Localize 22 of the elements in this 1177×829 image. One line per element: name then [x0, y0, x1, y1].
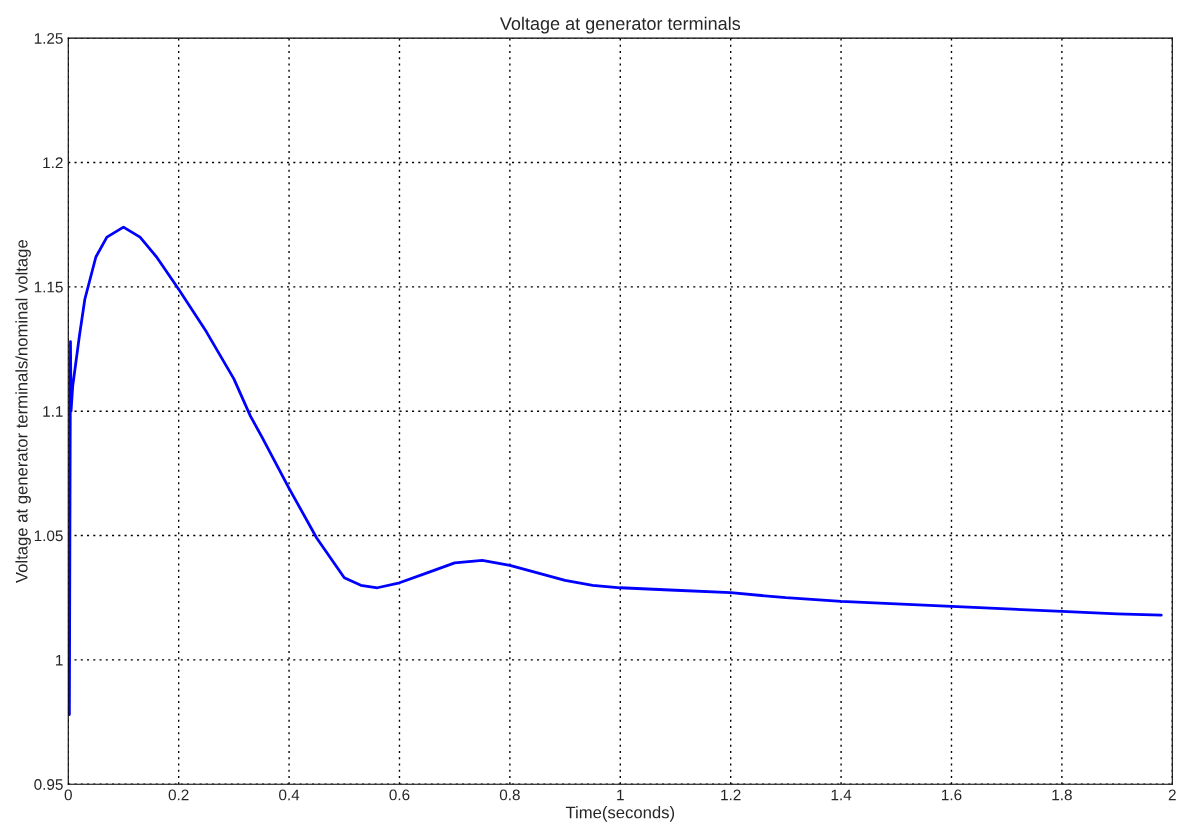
y-tick-label: 1.15 — [34, 281, 63, 293]
y-tick-label: 0.95 — [34, 779, 63, 790]
chart-title: Voltage at generator terminals — [499, 16, 741, 34]
x-tick-label: 1.2 — [721, 789, 741, 801]
y-tick-label: 1.25 — [34, 33, 63, 44]
x-tick-label: 1.8 — [1052, 789, 1072, 801]
x-axis-title: Time(seconds) — [565, 806, 675, 822]
y-axis-title: Voltage at generator terminals/nominal voltage — [15, 240, 31, 583]
x-tick-label: 0 — [64, 789, 72, 801]
x-tick-label: 1.4 — [831, 789, 852, 801]
x-tick-label: 0.6 — [389, 789, 410, 801]
x-tick-label: 0.2 — [168, 789, 189, 801]
x-tick-label: 1 — [617, 789, 624, 801]
y-tick-label: 1.05 — [34, 530, 63, 542]
x-tick-label: 0.8 — [499, 789, 520, 801]
x-tick-label: 2 — [1168, 789, 1176, 801]
line-series — [68, 225, 1163, 716]
y-tick-label: 1 — [56, 654, 63, 666]
x-tick-label: 1.6 — [942, 789, 962, 801]
x-tick-label: 0.4 — [279, 789, 300, 801]
y-tick-label: 1.2 — [43, 157, 63, 169]
y-tick-label: 1.1 — [43, 406, 63, 417]
